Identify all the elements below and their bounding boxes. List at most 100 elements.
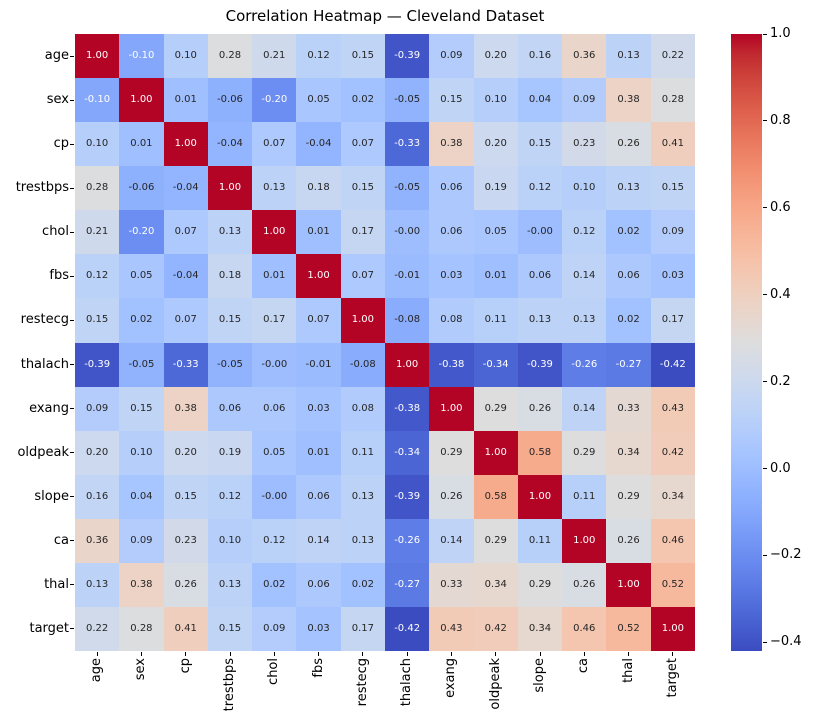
heatmap-cell-target-target: 1.00 <box>650 606 695 651</box>
heatmap-cell-target-age: 0.22 <box>75 606 120 651</box>
heatmap-cell-oldpeak-age: 0.20 <box>75 430 120 475</box>
heatmap-cell-sex-ca: 0.09 <box>562 78 607 123</box>
ytick-label-exang: exang <box>29 400 69 416</box>
heatmap-cell-chol-exang: 0.06 <box>429 210 474 255</box>
chart-title: Correlation Heatmap — Cleveland Dataset <box>225 7 545 25</box>
heatmap-cell-oldpeak-cp: 0.20 <box>163 430 208 475</box>
heatmap-cell-cp-chol: 0.07 <box>252 122 297 167</box>
heatmap-cell-ca-ca: 1.00 <box>562 518 607 563</box>
heatmap-cell-thal-ca: 0.26 <box>562 562 607 607</box>
heatmap-cell-thalach-slope: -0.39 <box>517 342 563 387</box>
heatmap-cell-oldpeak-slope: 0.58 <box>517 430 563 475</box>
x-tick-mark <box>495 652 497 656</box>
y-tick-mark <box>70 319 74 321</box>
ytick-label-thalach: thalach <box>20 356 69 372</box>
heatmap-cell-thal-fbs: 0.06 <box>296 562 341 607</box>
ytick-label-target: target <box>29 620 69 636</box>
heatmap-cell-fbs-chol: 0.01 <box>252 254 297 299</box>
x-tick-mark <box>362 652 364 656</box>
heatmap-cell-oldpeak-target: 0.42 <box>650 430 695 475</box>
heatmap-cell-age-chol: 0.21 <box>252 34 297 79</box>
heatmap-cell-exang-thal: 0.33 <box>606 386 651 431</box>
heatmap-cell-slope-thal: 0.29 <box>606 474 651 519</box>
y-tick-mark <box>70 496 74 498</box>
heatmap-cell-age-restecg: 0.15 <box>340 34 385 79</box>
xtick-label-slope: slope <box>532 658 547 693</box>
heatmap-cell-trestbps-exang: 0.06 <box>429 166 474 211</box>
heatmap-cell-restecg-thalach: -0.08 <box>384 298 430 343</box>
heatmap-cell-fbs-thal: 0.06 <box>606 254 651 299</box>
heatmap-cell-exang-chol: 0.06 <box>252 386 297 431</box>
ytick-label-chol: chol <box>42 224 69 240</box>
ytick-label-cp: cp <box>53 136 69 152</box>
heatmap-cell-cp-slope: 0.15 <box>517 122 563 167</box>
heatmap-cell-cp-thalach: -0.33 <box>384 122 430 167</box>
heatmap-cell-age-fbs: 0.12 <box>296 34 341 79</box>
ytick-label-age: age <box>44 48 69 64</box>
ytick-label-thal: thal <box>44 576 69 592</box>
heatmap-cell-trestbps-thal: 0.13 <box>606 166 651 211</box>
heatmap-cell-oldpeak-thalach: -0.34 <box>384 430 430 475</box>
colorbar-tick-mark <box>763 120 767 122</box>
heatmap-cell-exang-trestbps: 0.06 <box>207 386 253 431</box>
y-tick-mark <box>70 540 74 542</box>
heatmap-cell-fbs-age: 0.12 <box>75 254 120 299</box>
heatmap-cell-chol-age: 0.21 <box>75 210 120 255</box>
heatmap-cell-slope-sex: 0.04 <box>119 474 164 519</box>
heatmap-cell-cp-oldpeak: 0.20 <box>473 122 518 167</box>
heatmap-cell-restecg-age: 0.15 <box>75 298 120 343</box>
heatmap-cell-slope-oldpeak: 0.58 <box>473 474 518 519</box>
colorbar-tick-label-1.0: 1.0 <box>770 26 791 41</box>
heatmap-cell-oldpeak-thal: 0.34 <box>606 430 651 475</box>
heatmap-cell-ca-chol: 0.12 <box>252 518 297 563</box>
heatmap-cell-ca-age: 0.36 <box>75 518 120 563</box>
heatmap-cell-chol-thal: 0.02 <box>606 210 651 255</box>
heatmap-cell-ca-target: 0.46 <box>650 518 695 563</box>
heatmap-cell-slope-age: 0.16 <box>75 474 120 519</box>
heatmap-cell-chol-fbs: 0.01 <box>296 210 341 255</box>
heatmap-grid: 1.00 -0.10 0.10 0.28 0.21 0.12 0.15 -0.39 0.09 0.… <box>75 34 695 651</box>
heatmap-cell-restecg-oldpeak: 0.11 <box>473 298 518 343</box>
heatmap-cell-chol-thalach: -0.00 <box>384 210 430 255</box>
heatmap-cell-slope-thalach: -0.39 <box>384 474 430 519</box>
heatmap-cell-sex-restecg: 0.02 <box>340 78 385 123</box>
heatmap-cell-exang-ca: 0.14 <box>562 386 607 431</box>
heatmap-cell-thalach-thalach: 1.00 <box>384 342 430 387</box>
x-tick-mark <box>672 652 674 656</box>
heatmap-cell-sex-trestbps: -0.06 <box>207 78 253 123</box>
heatmap-cell-sex-cp: 0.01 <box>163 78 208 123</box>
heatmap-cell-thal-age: 0.13 <box>75 562 120 607</box>
heatmap-cell-age-thal: 0.13 <box>606 34 651 79</box>
colorbar-tick-label-−0.4: −0.4 <box>770 634 802 650</box>
heatmap-cell-thal-exang: 0.33 <box>429 562 474 607</box>
heatmap-cell-slope-ca: 0.11 <box>562 474 607 519</box>
heatmap-cell-thalach-ca: -0.26 <box>562 342 607 387</box>
heatmap-cell-sex-thalach: -0.05 <box>384 78 430 123</box>
heatmap-cell-age-thalach: -0.39 <box>384 34 430 79</box>
heatmap-cell-restecg-target: 0.17 <box>650 298 695 343</box>
colorbar-tick-mark <box>763 294 767 296</box>
colorbar-tick-label-0.4: 0.4 <box>770 286 791 302</box>
heatmap-cell-restecg-cp: 0.07 <box>163 298 208 343</box>
x-tick-mark <box>185 652 187 656</box>
x-tick-mark <box>273 652 275 656</box>
xtick-label-oldpeak: oldpeak <box>487 658 503 710</box>
heatmap-cell-trestbps-chol: 0.13 <box>252 166 297 211</box>
heatmap-cell-age-ca: 0.36 <box>562 34 607 79</box>
heatmap-cell-restecg-thal: 0.02 <box>606 298 651 343</box>
heatmap-cell-target-trestbps: 0.15 <box>207 606 253 651</box>
heatmap-cell-fbs-sex: 0.05 <box>119 254 164 299</box>
heatmap-cell-chol-oldpeak: 0.05 <box>473 210 518 255</box>
heatmap-cell-thal-oldpeak: 0.34 <box>473 562 518 607</box>
heatmap-cell-cp-fbs: -0.04 <box>296 122 341 167</box>
heatmap-cell-trestbps-slope: 0.12 <box>517 166 563 211</box>
ytick-label-slope: slope <box>34 488 69 504</box>
heatmap-cell-ca-fbs: 0.14 <box>296 518 341 563</box>
colorbar-tick-mark <box>763 207 767 209</box>
heatmap-cell-chol-ca: 0.12 <box>562 210 607 255</box>
colorbar-tick-mark <box>763 641 767 643</box>
ytick-label-sex: sex <box>46 92 69 108</box>
heatmap-cell-restecg-chol: 0.17 <box>252 298 297 343</box>
heatmap-cell-age-target: 0.22 <box>650 34 695 79</box>
y-tick-mark <box>70 628 74 630</box>
